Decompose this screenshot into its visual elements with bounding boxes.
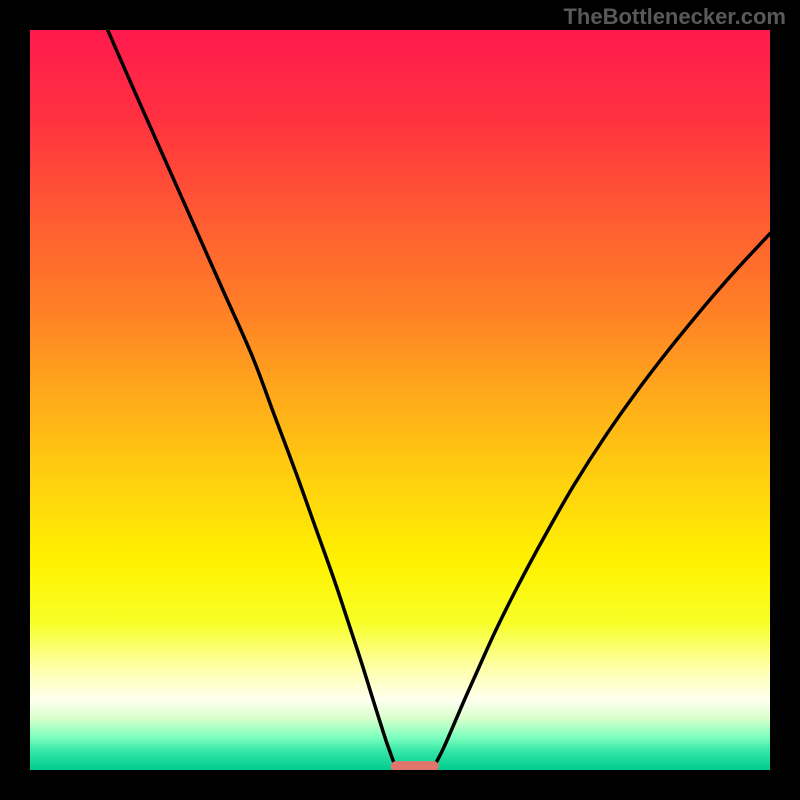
- gradient-background: [30, 30, 770, 770]
- chart-svg: [30, 30, 770, 770]
- bottleneck-chart: [30, 30, 770, 770]
- bottleneck-marker: [391, 761, 439, 770]
- watermark-text: TheBottlenecker.com: [563, 4, 786, 30]
